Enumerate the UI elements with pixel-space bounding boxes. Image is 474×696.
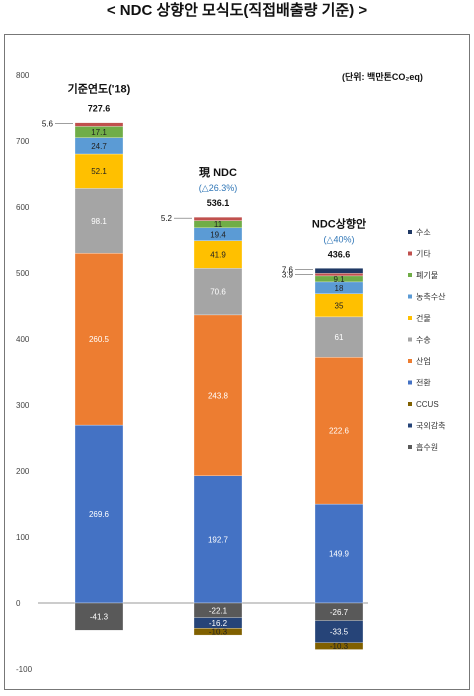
data-label: -22.1 — [209, 606, 228, 615]
data-label: 260.5 — [89, 335, 110, 344]
data-label: 3.9 — [282, 270, 294, 279]
legend-label: CCUS — [416, 400, 439, 409]
data-label: 98.1 — [91, 217, 107, 226]
bar-segment — [314, 356, 364, 505]
bar-segment — [74, 252, 124, 426]
page-title: < NDC 상향안 모식도(직접배출량 기준) > — [106, 2, 368, 19]
bar-segment — [193, 217, 243, 221]
legend-swatch — [408, 251, 412, 256]
bar-segment — [74, 122, 124, 127]
bar-segment — [314, 316, 364, 358]
legend-swatch — [408, 294, 412, 299]
y-tick-label: 500 — [16, 269, 30, 278]
legend-label: 전환 — [416, 378, 431, 388]
data-label: -33.5 — [330, 628, 349, 637]
bar-category-label: NDC상향안 — [312, 216, 366, 230]
data-label: -10.3 — [209, 628, 228, 637]
data-label: 18 — [335, 284, 344, 293]
y-tick-label: 300 — [16, 401, 30, 410]
data-label: -10.3 — [330, 642, 349, 651]
y-tick-label: 600 — [16, 203, 30, 212]
y-tick-label: 700 — [16, 137, 30, 146]
bar-segment — [193, 314, 243, 476]
legend-label: 수소 — [416, 228, 431, 237]
y-tick-label: 0 — [16, 599, 21, 608]
bar-segment — [314, 642, 364, 650]
y-tick-label: 200 — [16, 467, 30, 476]
bar-segment — [193, 475, 243, 604]
bar-reduction-label: (△40%) — [324, 234, 355, 244]
legend-label: 농축수산 — [416, 292, 446, 302]
legend-swatch — [408, 423, 412, 428]
y-tick-label: 400 — [16, 335, 30, 344]
data-label: 9.1 — [333, 275, 345, 284]
data-label: 5.2 — [161, 214, 173, 223]
data-label: 41.9 — [210, 250, 226, 259]
legend-swatch — [408, 230, 412, 234]
bar-segment — [74, 153, 124, 189]
legend-label: 폐기물 — [416, 270, 438, 280]
y-tick-label: 100 — [16, 533, 30, 542]
legend-label: 수송 — [416, 336, 431, 345]
bar-segment — [314, 268, 364, 274]
bar-category-label: 기준연도('18) — [68, 82, 131, 96]
data-label: 24.7 — [91, 142, 107, 151]
data-label: 52.1 — [91, 167, 107, 176]
bar-total-label: 536.1 — [207, 198, 230, 208]
bar-segment — [74, 188, 124, 254]
data-label: 222.6 — [329, 427, 350, 436]
data-label: 5.6 — [42, 120, 54, 129]
legend-swatch — [408, 359, 412, 363]
legend-swatch — [408, 337, 412, 342]
bar-segment — [193, 628, 243, 636]
data-label: 19.4 — [210, 230, 226, 239]
bar-total-label: 436.6 — [328, 249, 351, 259]
legend-label: 산업 — [416, 356, 431, 366]
legend-label: 흡수원 — [416, 442, 438, 452]
data-label: -41.3 — [90, 613, 109, 622]
data-label: 61 — [335, 333, 344, 342]
data-label: 17.1 — [91, 128, 107, 137]
data-label: 243.8 — [208, 391, 229, 400]
legend-swatch — [408, 402, 412, 406]
data-label: 192.7 — [208, 535, 229, 544]
legend-label: 국외감축 — [416, 421, 445, 431]
bar-segment — [74, 602, 124, 631]
data-label: 35 — [335, 301, 344, 310]
legend-label: 건물 — [416, 313, 431, 323]
y-tick-label: -100 — [16, 665, 33, 674]
unit-note: (단위: 백만톤CO₂eq) — [342, 71, 423, 82]
data-label: 7.6 — [282, 265, 294, 274]
legend-swatch — [408, 445, 412, 449]
legend-swatch — [408, 316, 412, 320]
bar-total-label: 727.6 — [88, 104, 111, 114]
bar-segment — [193, 240, 243, 269]
legend-swatch — [408, 380, 412, 385]
bar-segment — [314, 273, 364, 277]
bar-category-label: 現 NDC — [199, 166, 237, 179]
legend-label: 기타 — [416, 250, 431, 259]
data-label: -26.7 — [330, 608, 349, 617]
data-label: -16.2 — [209, 619, 228, 628]
legend-swatch — [408, 273, 412, 277]
bar-reduction-label: (△26.3%) — [199, 183, 237, 193]
data-label: 70.6 — [210, 288, 226, 297]
data-label: 11 — [214, 220, 223, 229]
bar-segment — [314, 503, 364, 604]
data-label: 149.9 — [329, 550, 350, 559]
y-tick-label: 800 — [16, 71, 30, 80]
data-label: 269.6 — [89, 510, 110, 519]
